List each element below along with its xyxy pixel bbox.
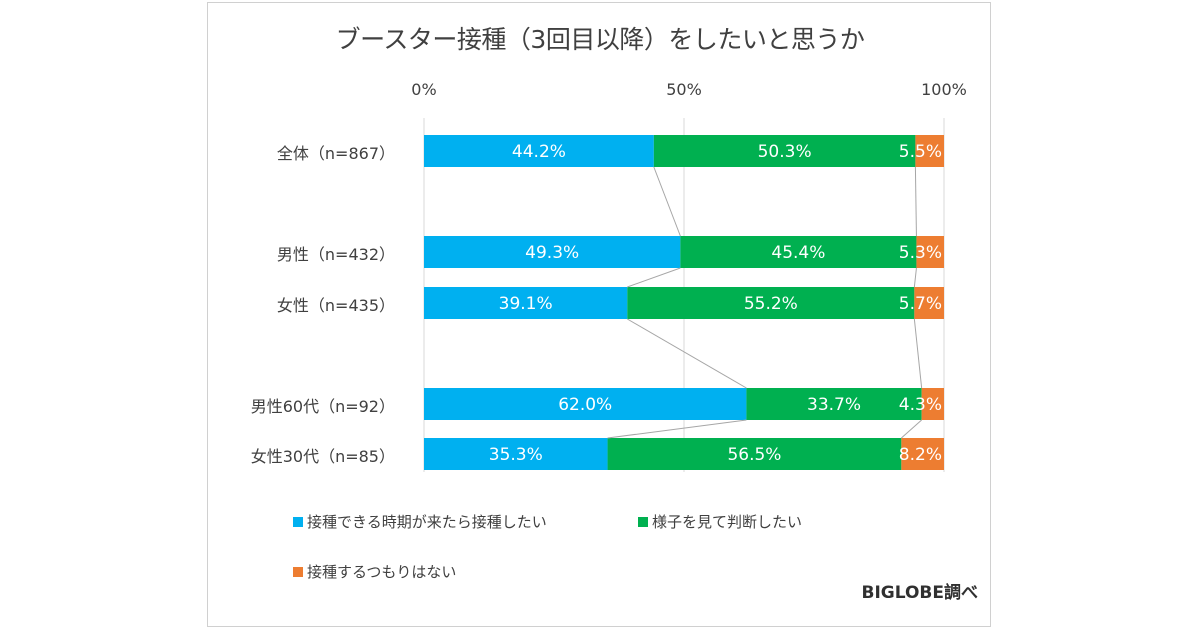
bar-segment-1-3	[746, 388, 922, 420]
bar-segment-1-1	[680, 236, 917, 268]
legend-item-no: 接種するつもりはない	[293, 561, 456, 582]
bar-segment-0-3	[424, 388, 747, 420]
data-label-2-2: 5.7%	[899, 294, 942, 314]
bar-segment-2-3	[921, 388, 944, 420]
data-label-0-4: 35.3%	[489, 445, 543, 465]
bar-segment-1-0	[653, 135, 916, 167]
bar-segment-2-4	[901, 438, 944, 470]
bar-segment-2-0	[915, 135, 944, 167]
series-line-1-1	[627, 267, 681, 288]
legend-label-wait: 様子を見て判断したい	[652, 513, 803, 531]
data-label-0-2: 39.1%	[499, 294, 553, 314]
data-label-1-3: 33.7%	[807, 395, 861, 415]
bar-segment-0-2	[424, 287, 628, 319]
series-line-2-2	[913, 318, 923, 389]
bar-segment-0-4	[424, 438, 608, 470]
series-line-1-0	[653, 166, 681, 237]
legend-swatch-want	[293, 516, 303, 527]
bar-segment-1-4	[607, 438, 902, 470]
chart-title: ブースター接種（3回目以降）をしたいと思うか	[335, 25, 865, 54]
series-line-2-3	[901, 419, 922, 439]
bar-segment-0-1	[424, 236, 681, 268]
x-tick-label-50: 50%	[666, 80, 702, 99]
data-label-0-3: 62.0%	[558, 395, 612, 415]
data-label-1-0: 50.3%	[758, 142, 812, 162]
data-label-2-0: 5.5%	[899, 142, 942, 162]
data-label-0-1: 49.3%	[525, 243, 579, 263]
legend-label-no: 接種するつもりはない	[307, 563, 457, 581]
legend-swatch-no	[293, 566, 303, 577]
legend-item-wait: 様子を見て判断したい	[638, 511, 802, 532]
series-line-2-0	[914, 166, 917, 237]
data-label-2-4: 8.2%	[899, 445, 942, 465]
data-label-2-1: 5.3%	[899, 243, 942, 263]
data-label-0-0: 44.2%	[512, 142, 566, 162]
x-tick-label-100: 100%	[921, 80, 967, 99]
series-line-1-3	[607, 419, 747, 439]
series-line-2-1	[913, 267, 917, 288]
source-credit: BIGLOBE調べ	[861, 583, 979, 603]
x-tick-label-0: 0%	[411, 80, 437, 99]
bar-segment-2-2	[914, 287, 944, 319]
legend-item-want: 接種できる時期が来たら接種したい	[293, 511, 547, 532]
bar-segment-2-1	[916, 236, 944, 268]
data-label-1-1: 45.4%	[771, 243, 825, 263]
category-label-female-30s: 女性30代（n=85）	[250, 447, 395, 466]
data-label-2-3: 4.3%	[899, 395, 942, 415]
bar-segment-0-0	[424, 135, 654, 167]
category-label-all: 全体（n=867）	[276, 144, 395, 163]
data-label-1-2: 55.2%	[744, 294, 798, 314]
legend-label-want: 接種できる時期が来たら接種したい	[307, 513, 547, 531]
bar-segment-1-2	[627, 287, 915, 319]
series-line-1-2	[627, 318, 747, 389]
data-label-1-4: 56.5%	[727, 445, 781, 465]
category-label-male-60s: 男性60代（n=92）	[250, 397, 395, 416]
legend-swatch-wait	[638, 516, 648, 527]
category-label-male: 男性（n=432）	[276, 245, 395, 264]
category-label-female: 女性（n=435）	[276, 296, 395, 315]
